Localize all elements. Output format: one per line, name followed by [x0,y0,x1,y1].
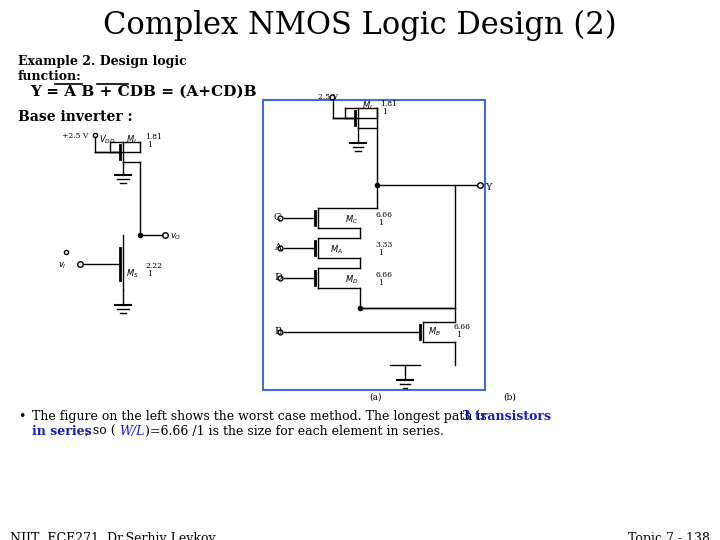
Text: 1: 1 [147,270,152,278]
Text: $v_O$: $v_O$ [170,232,181,242]
Text: $M_B$: $M_B$ [428,326,441,339]
Text: Base inverter :: Base inverter : [18,110,132,124]
Text: function:: function: [18,70,82,83]
Text: (a): (a) [369,393,382,402]
Text: $M_L$: $M_L$ [126,133,138,145]
Text: 1: 1 [378,219,383,227]
Text: Y: Y [485,183,492,192]
Text: The figure on the left shows the worst case method. The longest path is: The figure on the left shows the worst c… [32,410,491,423]
Text: 1: 1 [456,331,461,339]
Text: +2.5 V: +2.5 V [62,132,89,140]
Text: 6.66: 6.66 [375,271,392,279]
Text: 1.81: 1.81 [145,133,162,141]
Text: $v_I$: $v_I$ [58,261,66,271]
Text: 6.66: 6.66 [453,323,470,331]
Text: 1: 1 [378,249,383,257]
Text: 3.33: 3.33 [375,241,392,249]
Text: in series: in series [32,425,91,438]
Text: )=6.66 /1 is the size for each element in series.: )=6.66 /1 is the size for each element i… [145,425,444,438]
Text: , so (: , so ( [85,425,116,438]
Text: $M_S$: $M_S$ [126,268,139,280]
Text: 1: 1 [382,108,387,116]
Text: $M_C$: $M_C$ [345,213,359,226]
Text: $M_D$: $M_D$ [345,273,359,286]
Text: C: C [274,213,282,222]
Text: 1: 1 [378,279,383,287]
Bar [263,100,485,390]
Text: 1: 1 [147,141,152,149]
Text: A: A [274,244,281,253]
Text: (b): (b) [503,393,516,402]
Text: W/L: W/L [119,425,145,438]
Text: Y = A B + CDB = (A+CD)B: Y = A B + CDB = (A+CD)B [30,85,256,99]
Text: D: D [274,273,282,282]
Text: Topic 7 - 138: Topic 7 - 138 [628,532,710,540]
Text: NJIT  ECE271  Dr.Serhiy Levkov: NJIT ECE271 Dr.Serhiy Levkov [10,532,215,540]
Text: 3 transistors: 3 transistors [462,410,551,423]
Text: Example 2. Design logic: Example 2. Design logic [18,55,186,68]
Text: 6.66: 6.66 [375,211,392,219]
Text: 2.5 V: 2.5 V [318,93,338,101]
Text: B: B [274,327,282,336]
Text: •: • [18,410,25,423]
Text: $M_A$: $M_A$ [330,243,343,255]
Text: $M_L$: $M_L$ [362,100,374,112]
Text: Complex NMOS Logic Design (2): Complex NMOS Logic Design (2) [103,10,617,41]
Text: 2.22: 2.22 [145,262,162,270]
Text: 1.81: 1.81 [380,100,397,108]
Text: $V_{DD}$: $V_{DD}$ [99,133,115,145]
